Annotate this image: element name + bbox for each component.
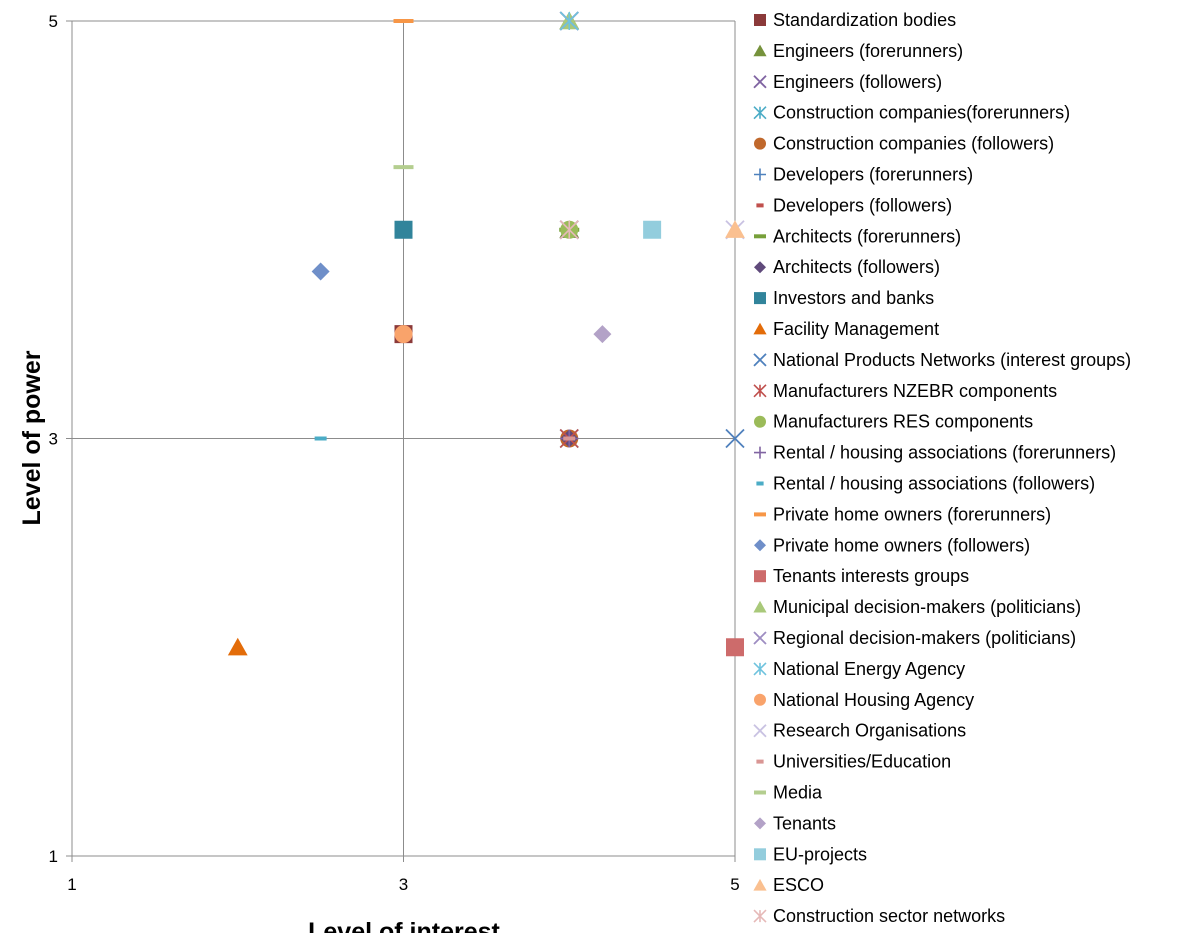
legend-marker-25 (756, 759, 764, 764)
legend-label-18: Private home owners (followers) (773, 535, 1030, 555)
legend-marker-12 (753, 353, 767, 367)
legend-marker-4 (753, 106, 767, 120)
y-tick-label: 1 (49, 847, 58, 866)
y-axis-title: Level of power (18, 350, 46, 525)
legend-label-15: Rental / housing associations (forerunne… (773, 443, 1116, 463)
legend-marker-29 (753, 878, 767, 891)
x-tick-label: 5 (730, 875, 739, 894)
legend-marker-6 (754, 168, 766, 181)
legend-marker-15 (754, 446, 766, 459)
legend-marker-16 (756, 481, 764, 486)
legend-label-1: Standardization bodies (773, 10, 956, 30)
data-point-11 (227, 637, 248, 656)
legend-marker-10 (754, 292, 766, 305)
legend-label-17: Private home owners (forerunners) (773, 504, 1051, 524)
legend-label-13: Manufacturers NZEBR components (773, 381, 1057, 401)
data-point-29 (725, 220, 745, 238)
legend-marker-5 (754, 137, 766, 150)
legend: Standardization bodies Engineers (forerun… (753, 10, 1131, 926)
data-point-16 (314, 436, 327, 441)
legend-label-28: EU-projects (773, 844, 867, 864)
legend-marker-17 (754, 512, 766, 517)
legend-marker-20 (753, 600, 767, 613)
legend-marker-13 (753, 384, 767, 398)
legend-marker-8 (754, 234, 766, 239)
data-markers (227, 11, 745, 657)
legend-marker-11 (753, 322, 767, 335)
legend-marker-22 (753, 662, 767, 676)
data-point-26 (393, 165, 414, 170)
legend-label-12: National Products Networks (interest gro… (773, 350, 1131, 370)
legend-label-6: Developers (forerunners) (773, 165, 973, 185)
y-tick-label: 3 (49, 430, 58, 449)
legend-marker-28 (754, 848, 766, 861)
legend-marker-3 (753, 75, 767, 89)
legend-label-2: Engineers (forerunners) (773, 41, 963, 61)
x-tick-label: 1 (67, 875, 76, 894)
data-point-12 (725, 428, 745, 449)
legend-marker-24 (753, 724, 767, 738)
data-point-27 (593, 325, 612, 344)
legend-label-10: Investors and banks (773, 288, 934, 308)
legend-marker-23 (754, 693, 766, 706)
data-point-28 (643, 220, 662, 239)
legend-label-22: National Energy Agency (773, 659, 965, 679)
legend-label-3: Engineers (followers) (773, 72, 942, 92)
legend-marker-30 (753, 909, 767, 923)
legend-marker-7 (756, 203, 764, 208)
legend-marker-21 (753, 631, 767, 645)
legend-label-26: Media (773, 783, 823, 803)
data-point-19 (726, 638, 744, 657)
x-tick-label: 3 (399, 875, 408, 894)
legend-label-14: Manufacturers RES components (773, 412, 1033, 432)
legend-label-21: Regional decision-makers (politicians) (773, 628, 1076, 648)
y-tick-label: 5 (49, 12, 58, 31)
legend-label-9: Architects (followers) (773, 257, 940, 277)
legend-marker-18 (754, 539, 766, 552)
legend-label-5: Construction companies (followers) (773, 134, 1054, 154)
legend-label-8: Architects (forerunners) (773, 226, 961, 246)
legend-marker-26 (754, 790, 766, 795)
data-point-30 (559, 220, 579, 240)
legend-label-20: Municipal decision-makers (politicians) (773, 597, 1081, 617)
legend-label-30: Construction sector networks (773, 906, 1005, 926)
legend-label-11: Facility Management (773, 319, 939, 339)
legend-marker-2 (753, 44, 767, 57)
plot-area: 1 3 5 1 3 5 (49, 12, 740, 894)
legend-label-19: Tenants interests groups (773, 566, 969, 586)
data-point-18 (311, 262, 330, 281)
legend-label-16: Rental / housing associations (followers… (773, 474, 1095, 494)
legend-label-23: National Housing Agency (773, 690, 974, 710)
data-point-25 (563, 436, 576, 441)
legend-label-4: Construction companies(forerunners) (773, 103, 1070, 123)
x-axis-title: Level of interest (308, 918, 500, 933)
legend-label-29: ESCO (773, 875, 824, 895)
data-point-17 (393, 19, 414, 23)
legend-marker-9 (754, 261, 766, 274)
legend-label-24: Research Organisations (773, 721, 966, 741)
legend-label-25: Universities/Education (773, 752, 951, 772)
legend-marker-14 (754, 415, 766, 428)
data-point-10 (394, 220, 413, 239)
data-point-23 (394, 325, 413, 344)
legend-label-7: Developers (followers) (773, 195, 952, 215)
legend-marker-27 (754, 817, 766, 830)
legend-label-27: Tenants (773, 813, 836, 833)
legend-marker-1 (754, 14, 766, 26)
legend-marker-19 (754, 570, 766, 583)
data-point-22 (559, 11, 579, 31)
